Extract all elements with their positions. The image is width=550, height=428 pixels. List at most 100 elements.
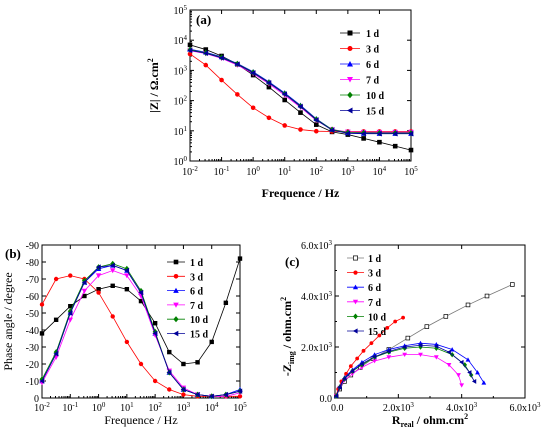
data-point-15d (166, 369, 172, 376)
data-point-1d (405, 335, 411, 341)
data-point-3d (377, 333, 382, 338)
x-tick-label: 103 (177, 401, 191, 414)
legend-label: 3 d (368, 269, 382, 280)
legend-marker (173, 330, 179, 337)
data-point-3d (187, 51, 193, 57)
data-point-15d (392, 130, 398, 137)
data-point-15d (342, 376, 347, 382)
data-point-1d (110, 283, 115, 288)
x-tick-label: 101 (120, 401, 134, 414)
legend-marker (173, 302, 179, 308)
data-point-15d (194, 391, 200, 398)
y-axis-title: -Zimg / ohm.cm2 (279, 297, 296, 376)
y-tick-label: 0.0 (320, 394, 333, 405)
data-point-15d (138, 289, 144, 296)
data-point-15d (337, 384, 342, 390)
legend-label: 15 d (368, 327, 387, 338)
data-point-7d (124, 273, 130, 279)
legend-marker (347, 107, 353, 114)
data-point-15d (187, 47, 193, 54)
y-tick-label: 105 (174, 4, 188, 17)
data-point-1d (484, 293, 490, 299)
y-tick-label: 101 (174, 125, 188, 138)
data-point-1d (408, 147, 414, 153)
legend-marker (347, 77, 353, 83)
data-point-15d (360, 130, 366, 137)
legend-marker (347, 30, 353, 36)
data-point-3d (282, 123, 288, 128)
data-point-15d (418, 342, 423, 348)
data-point-15d (110, 262, 115, 269)
legend-label: 7 d (368, 298, 382, 309)
y-axis-title: Phase angle / degree (1, 272, 15, 370)
data-point-7d (372, 359, 377, 364)
y-tick-label: -20 (26, 360, 39, 371)
data-point-1d (195, 360, 200, 365)
data-point-15d (234, 61, 240, 68)
data-point-7d (110, 268, 116, 274)
legend-label: 3 d (190, 272, 204, 283)
data-point-15d (202, 50, 209, 57)
data-point-3d (167, 387, 172, 392)
data-point-3d (96, 290, 101, 295)
data-point-15d (67, 310, 73, 316)
data-point-1d (53, 317, 59, 322)
legend-marker (173, 316, 179, 323)
x-axis-title: Frequence / Hz (262, 186, 340, 200)
data-point-3d (138, 361, 144, 367)
data-point-1d (282, 97, 288, 103)
legend-marker (353, 313, 358, 320)
legend-label: 6 d (190, 287, 204, 298)
x-tick-label: 0.0 (331, 403, 344, 414)
data-point-3d (152, 378, 158, 384)
data-point-1d (138, 298, 144, 304)
legend-label: 10 d (368, 312, 387, 323)
data-point-3d (361, 348, 366, 353)
legend-label: 15 d (190, 330, 209, 341)
data-point-15d (53, 351, 59, 357)
legend-marker (353, 270, 358, 275)
data-point-1d (424, 324, 430, 329)
legend-marker (347, 46, 353, 51)
x-tick-label: 101 (278, 165, 292, 178)
data-point-15d (345, 130, 351, 137)
x-tick-label: 4.0x103 (446, 401, 478, 414)
x-tick-label: 6.0x103 (510, 401, 542, 414)
legend-marker (173, 287, 179, 293)
data-point-15d (237, 388, 243, 394)
legend-label: 10 d (366, 91, 385, 102)
data-point-7d (95, 273, 102, 279)
data-point-15d (266, 79, 272, 86)
legend-label: 6 d (366, 60, 380, 71)
legend-label: 7 d (366, 76, 380, 87)
x-tick-label: 100 (246, 165, 260, 178)
panel-a-impedance-magnitude-chart: 10-2 10-1 100 101 102 103 104 105 100 101 102 103 10… (146, 4, 418, 200)
data-point-3d (348, 364, 353, 369)
x-tick-label: 10-2 (34, 401, 50, 414)
data-point-7d (81, 288, 88, 294)
legend-label: 1 d (190, 258, 204, 269)
data-point-15d (209, 393, 214, 399)
legend-marker (347, 61, 353, 67)
data-point-6d (449, 347, 455, 352)
x-tick-label: 105 (404, 165, 418, 178)
plot-frame (41, 244, 241, 399)
data-point-3d (235, 92, 240, 97)
panel-label: (c) (285, 254, 299, 269)
data-point-1d (510, 282, 515, 287)
data-point-1d (298, 110, 303, 115)
data-point-7d (359, 365, 365, 370)
legend-label: 15 d (366, 107, 385, 118)
data-point-15d (152, 330, 158, 337)
data-point-7d (418, 352, 423, 358)
data-point-1d (181, 361, 186, 367)
data-point-6d (465, 357, 471, 362)
data-point-3d (250, 105, 256, 111)
x-tick-label: 2.0x103 (383, 401, 415, 414)
data-point-3d (393, 319, 398, 324)
x-tick-label: 10-1 (214, 165, 230, 178)
panel-label: (a) (196, 12, 211, 27)
data-point-3d (401, 315, 405, 320)
series-line-1d (335, 284, 513, 397)
